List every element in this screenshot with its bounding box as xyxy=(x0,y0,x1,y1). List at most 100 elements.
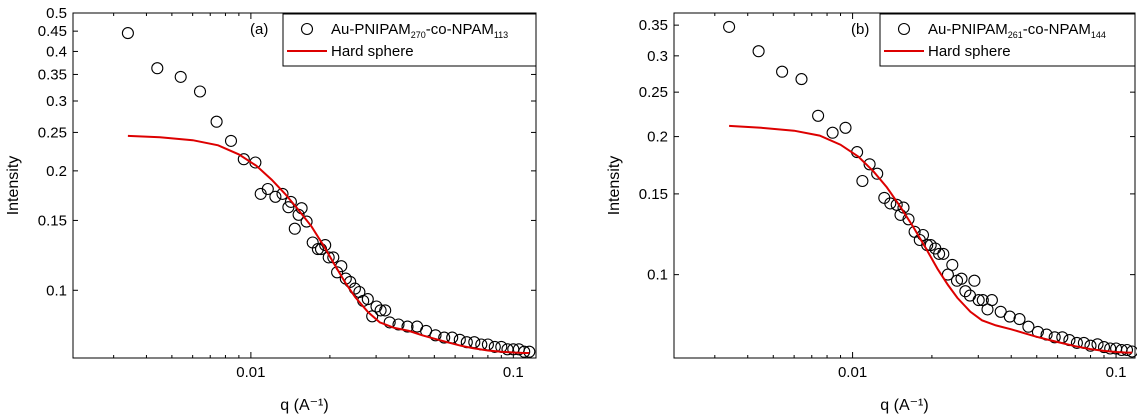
panel-a-data-point xyxy=(322,251,335,264)
panel-b-data-point xyxy=(1013,313,1026,326)
panel-a-fit-line xyxy=(127,134,530,354)
panel-a-x-tick-label: 0.1 xyxy=(503,364,524,381)
panel-a-data-point xyxy=(488,340,501,353)
panel-b-data-point xyxy=(863,158,876,171)
panel-b-data-point xyxy=(1120,343,1134,357)
panel-b-x-tick-label: 0.1 xyxy=(1106,364,1127,381)
panel-b-legend-subscript: 261 xyxy=(1008,30,1023,40)
panel-a-data-point xyxy=(276,187,289,200)
panel-a-data-point xyxy=(429,329,442,342)
panel-b-data-point xyxy=(839,121,852,134)
panel-b-legend-entry: Au-PNIPAM261-co-NPAM144 xyxy=(928,21,1106,40)
panel-a-data-point xyxy=(288,222,301,235)
panel-b-data-point xyxy=(968,274,981,287)
panel-a-data-point xyxy=(282,201,295,214)
panel-a-legend-box xyxy=(282,13,537,67)
panel-b-data-point xyxy=(795,73,808,86)
panel-a-data-point xyxy=(319,239,332,252)
panel-b-y-axis-title: Intensity xyxy=(606,156,623,216)
panel-a-data-point xyxy=(366,310,379,323)
panel-b-plot-frame xyxy=(673,12,1136,359)
panel-a-y-tick-label: 0.15 xyxy=(38,212,67,229)
panel-b-data-point xyxy=(752,45,765,58)
panel-b-data-point xyxy=(946,258,959,271)
panel-a-y-tick-label: 0.1 xyxy=(46,282,67,299)
panel-a-legend-entry: Hard sphere xyxy=(331,43,414,60)
panel-a-legend-text-part: Au-PNIPAM xyxy=(331,21,411,38)
panel-a: 0.01 0.1 0.50.45 0.4 0.35 0.3 0.25 0.2 0.15 0.1 q … xyxy=(5,5,537,414)
panel-a-data-point xyxy=(523,345,536,358)
panel-b-y-tick-label: 0.15 xyxy=(639,186,668,203)
panel-a-data-point xyxy=(468,336,481,349)
panel-b-x-axis-title: q (A⁻¹) xyxy=(880,397,928,414)
panel-a-y-tick-label: 0.2 xyxy=(46,163,67,180)
panel-a-x-tick-label: 0.01 xyxy=(236,364,265,381)
panel-a-data-point xyxy=(210,115,223,128)
panel-b-data-point xyxy=(1003,310,1016,323)
panel-b-data-point xyxy=(1022,320,1035,333)
panel-b-y-tick-label: 0.35 xyxy=(639,17,668,34)
panel-b-legend-text-part: -co-NPAM xyxy=(1023,21,1091,38)
panel-a-data-point xyxy=(361,293,374,306)
panel-b-panel-label: (b) xyxy=(851,21,869,38)
panel-a-data-point xyxy=(261,182,274,196)
panel-b-data-point xyxy=(1091,338,1104,351)
panel-b-legend-text-part: Au-PNIPAM xyxy=(928,21,1008,38)
panel-b-fit-line xyxy=(729,124,1133,354)
panel-a-legend-text-part: -co-NPAM xyxy=(426,21,494,38)
panel-b-data-point xyxy=(776,65,789,78)
panel-b-legend-marker xyxy=(897,22,911,36)
panel-a-x-axis-title: q (A⁻¹) xyxy=(280,397,328,414)
panel-a-y-axis-title: Intensity xyxy=(5,156,22,216)
panel-b-data-point xyxy=(723,20,736,33)
panel-a-data-point xyxy=(438,331,451,344)
panel-b-data-point xyxy=(1097,341,1111,354)
panel-a-y-tick-label: 0.5 xyxy=(46,5,67,22)
panel-a-data-point xyxy=(121,27,134,40)
panel-b-data-point xyxy=(937,247,950,260)
panel-a-data-point xyxy=(446,331,459,344)
panel-b-data-point xyxy=(812,109,825,122)
panel-b-data-point xyxy=(1126,345,1137,358)
panel-a-data-point xyxy=(224,134,238,147)
panel-b-data-point xyxy=(985,294,998,307)
panel-b-data-point xyxy=(933,247,946,260)
panel-a-data-point xyxy=(269,190,282,203)
panel-b-data-point xyxy=(1070,336,1083,349)
panel-b-data-point xyxy=(963,289,977,302)
panel-a-data-point xyxy=(193,85,207,98)
panel-b-data-point xyxy=(972,294,985,307)
panel-b-data-point xyxy=(1104,342,1117,355)
panel-b-legend-box xyxy=(879,13,1136,67)
panel-a-data-point xyxy=(311,243,324,256)
panel-a-legend-subscript: 113 xyxy=(494,30,508,40)
panel-a-data-point xyxy=(374,304,387,317)
panel-a-data-point xyxy=(237,153,250,166)
panel-b-data-point xyxy=(959,285,972,298)
panel-b-y-tick-label: 0.1 xyxy=(647,267,668,284)
panel-b-data-point xyxy=(884,197,897,210)
panel-b-data-point xyxy=(1056,331,1069,344)
panel-b-data-point xyxy=(856,174,869,188)
panel-a-legend-marker xyxy=(300,22,314,36)
panel-b-legend-subscript: 144 xyxy=(1091,30,1106,40)
panel-b-data-point xyxy=(1084,339,1097,352)
panel-a-plot-frame xyxy=(72,12,537,359)
panel-a-data-point xyxy=(401,320,414,333)
panel-b-data-point xyxy=(902,213,915,226)
panel-b-data-point xyxy=(871,167,884,180)
panel-a-data-point xyxy=(383,316,396,329)
panel-b-legend-entry: Hard sphere xyxy=(928,43,1011,60)
panel-a-data-point xyxy=(284,195,297,208)
panel-a-data-point xyxy=(481,338,494,351)
panel-a-data-point xyxy=(300,215,313,228)
panel-a-data-point xyxy=(174,70,187,83)
panel-a-data-point xyxy=(518,345,531,358)
panel-a-y-tick-label: 0.35 xyxy=(38,66,67,83)
panel-a-legend-subscript: 270 xyxy=(411,30,426,40)
panel-b-y-tick-label: 0.25 xyxy=(639,84,668,101)
panel-a-legend-entry: Au-PNIPAM270-co-NPAM113 xyxy=(331,21,508,40)
panel-a-data-point xyxy=(379,304,392,317)
panel-a-y-tick-label: 0.3 xyxy=(46,93,67,110)
